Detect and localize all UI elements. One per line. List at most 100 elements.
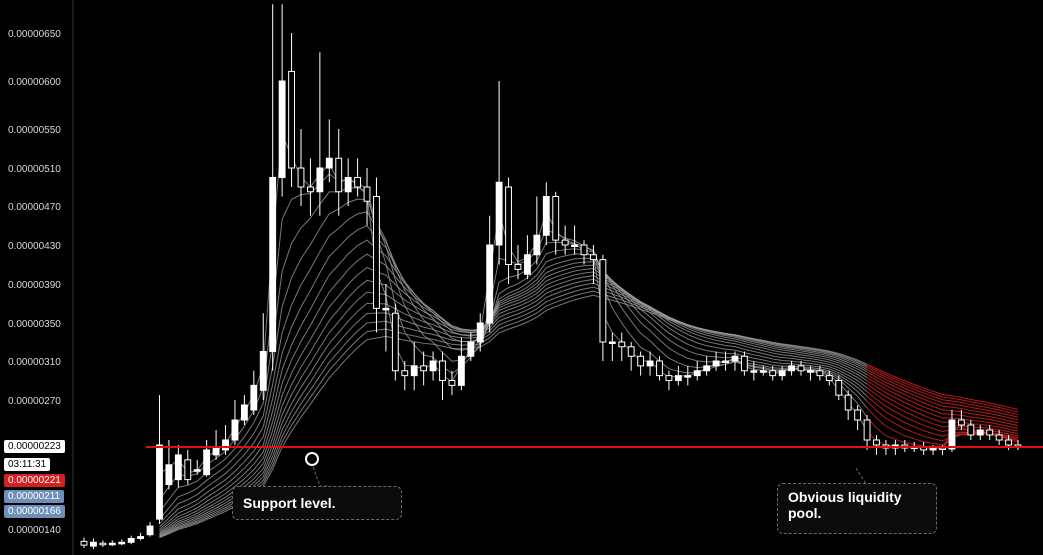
candle-body xyxy=(957,419,965,426)
candle-body xyxy=(278,80,286,178)
ma-line-gray xyxy=(159,267,868,533)
candle xyxy=(976,425,984,440)
y-tick-label: 0.00000310 xyxy=(8,357,61,368)
candle xyxy=(108,540,116,547)
candle xyxy=(316,52,324,216)
candle-body xyxy=(722,360,729,363)
candle-body xyxy=(533,234,541,256)
y-tick-label: 0.00000350 xyxy=(8,319,61,330)
candle xyxy=(542,182,550,245)
y-tick-label: 0.00000600 xyxy=(8,77,61,88)
candle xyxy=(703,356,711,376)
candle xyxy=(986,425,994,440)
candle xyxy=(807,365,814,381)
candle-body xyxy=(759,370,767,373)
candle-body xyxy=(467,341,475,357)
candle-body xyxy=(571,244,579,247)
candle xyxy=(957,410,965,430)
candle xyxy=(363,168,371,226)
ma-line-red xyxy=(866,377,1019,427)
candles xyxy=(80,4,1022,549)
candle xyxy=(486,215,494,333)
candle-body xyxy=(476,322,484,343)
candle xyxy=(967,420,975,440)
candle-body xyxy=(807,370,814,373)
candle-body xyxy=(665,375,673,381)
candle-body xyxy=(1005,439,1012,446)
candle-body xyxy=(288,70,295,169)
candle-body xyxy=(193,469,201,472)
candle-body xyxy=(627,346,635,357)
candle-body xyxy=(203,449,211,476)
candle-body xyxy=(816,370,824,377)
candle-body xyxy=(769,370,777,377)
ma-line-red xyxy=(866,365,1019,413)
y-tick-label: 0.00000140 xyxy=(8,525,61,536)
candle-body xyxy=(137,536,145,539)
candle-body xyxy=(90,541,97,547)
candle xyxy=(467,332,475,361)
candle xyxy=(722,351,729,371)
candle-body xyxy=(976,429,984,436)
candle-body xyxy=(165,464,173,486)
ma-line-gray xyxy=(159,198,868,520)
candle xyxy=(90,538,97,549)
candle-body xyxy=(542,196,550,236)
candle-body xyxy=(306,186,314,193)
candle-body xyxy=(929,447,937,451)
candle xyxy=(684,365,692,386)
candle xyxy=(873,435,880,455)
candle-body xyxy=(552,196,560,241)
candle-body xyxy=(108,542,116,546)
candle-body xyxy=(523,254,531,275)
ma-line-red xyxy=(866,374,1019,424)
candle xyxy=(656,356,663,381)
candle-body xyxy=(222,439,229,451)
candle xyxy=(788,361,796,376)
candle xyxy=(80,537,88,548)
candle xyxy=(674,365,682,386)
candle-body xyxy=(212,447,220,456)
candle-body xyxy=(259,351,267,391)
candle xyxy=(844,390,852,420)
candle xyxy=(552,191,560,255)
candle-body xyxy=(788,365,796,372)
candle xyxy=(608,332,616,361)
candle-body xyxy=(825,375,833,381)
candle-body xyxy=(118,541,126,545)
candle-body xyxy=(844,394,852,411)
y-tick-label: 0.00000390 xyxy=(8,280,61,291)
candle xyxy=(778,365,786,381)
candle-body xyxy=(99,542,107,546)
ma-line-gray xyxy=(159,225,868,528)
liquidity-callout-pointer xyxy=(855,467,874,485)
candle-body xyxy=(967,424,975,436)
candle xyxy=(514,245,522,280)
red-price-tag: 0.00000221 xyxy=(4,474,65,487)
candle-body xyxy=(835,380,843,396)
candle xyxy=(995,430,1003,445)
candle xyxy=(174,445,182,488)
y-tick-label: 0.00000550 xyxy=(8,125,61,136)
candle-body xyxy=(156,444,163,520)
candle-body xyxy=(797,365,805,372)
candle-body xyxy=(354,177,362,188)
candle xyxy=(854,405,862,430)
candle-body xyxy=(731,355,739,362)
candle-body xyxy=(854,409,862,421)
y-tick-label: 0.00000470 xyxy=(8,202,61,213)
candle xyxy=(118,539,126,546)
candle xyxy=(835,375,843,400)
candle-body xyxy=(391,312,399,372)
candle-body xyxy=(948,419,956,450)
ma-line-red xyxy=(866,383,1019,432)
candle xyxy=(222,425,229,455)
candle xyxy=(137,532,145,541)
candle xyxy=(712,351,720,371)
candle xyxy=(391,303,399,381)
candle xyxy=(240,395,248,425)
candle xyxy=(288,33,295,187)
liquidity-pool-callout: Obvious liquidity pool. xyxy=(777,483,937,534)
candle-body xyxy=(495,181,503,246)
candle xyxy=(354,158,362,197)
